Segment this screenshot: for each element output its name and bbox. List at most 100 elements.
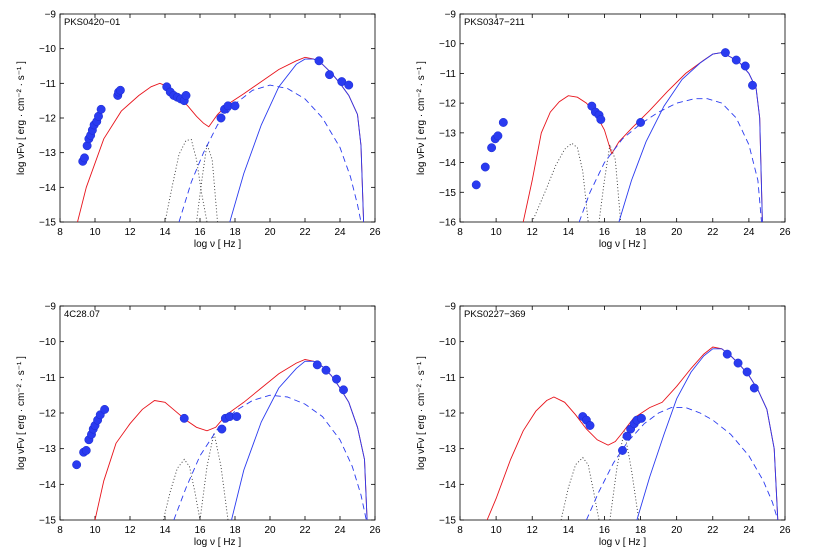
panel4-curve-dust (609, 430, 640, 520)
panel1-data-point (230, 101, 240, 111)
panel3-x-axis-label: log ν [ Hz ] (194, 537, 241, 548)
panel3-ytick-label: −13 (39, 444, 56, 455)
panel1-data-point (325, 70, 334, 80)
panel4-data-point (742, 367, 752, 377)
panel1-curve-dust (196, 143, 218, 222)
panel4-data-point (749, 383, 759, 393)
panel3-data-point (81, 446, 91, 455)
panel2-data-point (480, 162, 490, 172)
panel1-data-point (344, 80, 354, 90)
panel1-xtick-label: 22 (299, 227, 311, 238)
panel3-xtick-label: 20 (264, 525, 276, 536)
panel4-data-point (622, 431, 632, 441)
panel2-ytick-label: −10 (439, 39, 456, 50)
panel2-xtick-label: 22 (707, 227, 719, 238)
panel3-xtick-label: 14 (159, 525, 171, 536)
panel1-curve-disk (164, 138, 208, 222)
panel3-ytick-label: −9 (45, 302, 57, 313)
panel4-xtick-label: 10 (491, 525, 503, 536)
panel4-curve-disk (560, 456, 600, 520)
panel3-data-point (339, 385, 348, 395)
panel2-data-point (720, 48, 730, 58)
panel2-data-point (748, 80, 757, 90)
panel3-xtick-label: 22 (299, 525, 311, 536)
panel3-xtick-label: 24 (334, 525, 346, 536)
panel4-data-point (637, 413, 646, 423)
panel2-data-point (493, 131, 503, 141)
panel2-xtick-label: 18 (635, 227, 647, 238)
panel4-xtick-label: 18 (635, 525, 647, 536)
panel2-ytick-label: −16 (439, 218, 456, 229)
panel1-data-point (216, 113, 226, 123)
panel2-curve-EC (618, 52, 763, 222)
panel3-ytick-label: −10 (39, 337, 56, 348)
panel4-ytick-label: −13 (439, 444, 456, 455)
panel2-data-point (596, 115, 606, 124)
panel3-data-point (179, 413, 189, 423)
panel3-data-point (321, 365, 331, 375)
panel2-x-axis-label: log ν [ Hz ] (599, 239, 646, 250)
panel2-ytick-label: −14 (439, 158, 456, 169)
panel2-ytick-label: −9 (445, 10, 457, 21)
panel1-data-point (115, 85, 125, 95)
panel2-curve-disk (531, 142, 589, 222)
panel3-curve-total (94, 359, 368, 520)
panel2-data-point (487, 143, 497, 153)
panel3-ytick-label: −14 (39, 480, 56, 491)
panel2-curve-dust (598, 144, 622, 222)
panel3-data-point (72, 460, 82, 470)
panel2-ytick-label: −13 (439, 128, 456, 139)
panel4-xtick-label: 20 (671, 525, 683, 536)
panel1-data-point (96, 104, 106, 114)
panel2-xtick-label: 8 (457, 227, 463, 238)
panel1-ytick-label: −15 (39, 218, 56, 229)
panel1-xtick-label: 16 (194, 227, 206, 238)
panel4-xtick-label: 14 (563, 525, 575, 536)
panel1-ytick-label: −11 (40, 79, 57, 90)
panel2-xtick-label: 24 (743, 227, 755, 238)
panel2-source-title: PKS0347−211 (464, 17, 525, 28)
panel1-ytick-label: −12 (39, 114, 56, 125)
panel3-xtick-label: 12 (124, 525, 136, 536)
panel2-xtick-label: 26 (779, 227, 791, 238)
panel3-xtick-label: 18 (229, 525, 241, 536)
panel1-data-point (314, 56, 324, 66)
panel3-xtick-label: 10 (89, 525, 101, 536)
panel1-xtick-label: 24 (334, 227, 346, 238)
panel2-data-point (740, 61, 750, 71)
panel1-ytick-label: −9 (45, 10, 57, 21)
panel3-ytick-label: −12 (39, 409, 56, 420)
panel3-ytick-label: −11 (40, 373, 57, 384)
panel1-xtick-label: 8 (57, 227, 63, 238)
panel2-ytick-label: −12 (439, 99, 456, 110)
panel2-ytick-label: −15 (439, 188, 456, 199)
panel1-xtick-label: 20 (264, 227, 276, 238)
panel3-data-point (312, 360, 322, 370)
panel1-data-point (181, 91, 191, 100)
panel4-curve-SSC (585, 407, 779, 520)
panel1-y-axis-label: log νFν [ erg · cm⁻² · s⁻¹ ] (16, 61, 27, 175)
panel1-ytick-label: −10 (39, 44, 56, 55)
panel1-xtick-label: 14 (159, 227, 171, 238)
panel1-xtick-label: 10 (89, 227, 101, 238)
panel4-xtick-label: 12 (527, 525, 539, 536)
panel3-ytick-label: −15 (39, 516, 56, 527)
panel2-xtick-label: 12 (527, 227, 539, 238)
panel4-x-axis-label: log ν [ Hz ] (599, 537, 646, 548)
panel4-data-point (618, 446, 627, 455)
panel2-data-point (498, 118, 508, 127)
panel3-xtick-label: 26 (369, 525, 381, 536)
panel2-y-axis-label: log νFν [ erg · cm⁻² · s⁻¹ ] (416, 61, 427, 175)
panel1-source-title: PKS0420−01 (64, 17, 120, 28)
panel1-x-axis-label: log ν [ Hz ] (194, 239, 241, 250)
panel1-curve-total (77, 56, 365, 222)
panel4-axes-box (459, 305, 786, 521)
panel1-xtick-label: 18 (229, 227, 241, 238)
panel3-data-point (217, 424, 227, 434)
panel4-data-point (733, 358, 743, 368)
panel4-ytick-label: −12 (439, 409, 456, 420)
panel2-data-point (636, 118, 646, 127)
panel2-data-point (731, 55, 741, 65)
panel4-data-point (585, 421, 595, 430)
